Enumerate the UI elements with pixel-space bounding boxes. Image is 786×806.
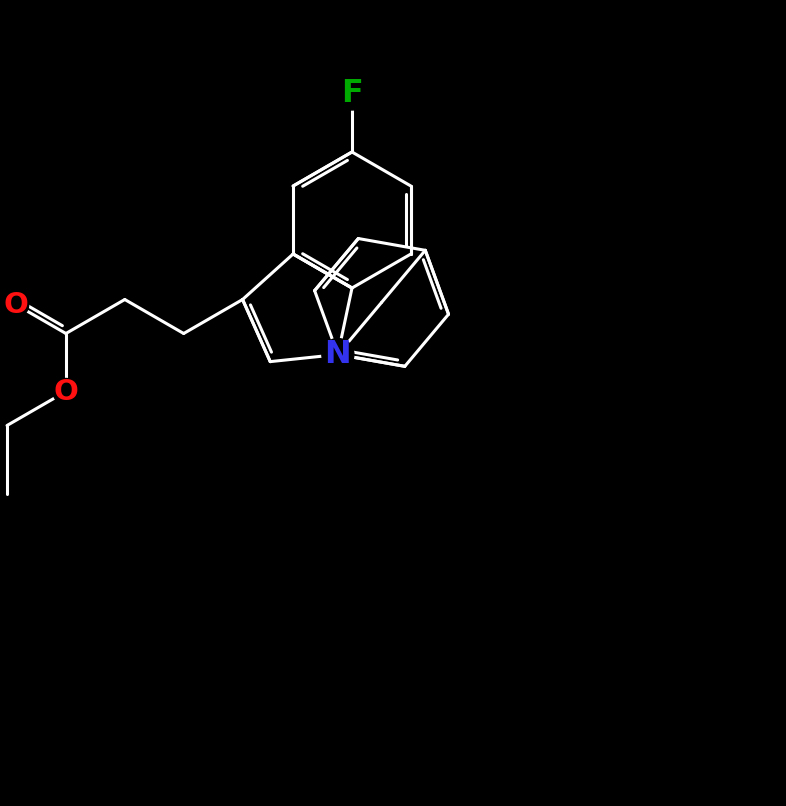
Circle shape <box>2 292 28 318</box>
Circle shape <box>53 379 79 405</box>
Text: N: N <box>325 339 351 370</box>
Circle shape <box>336 78 368 110</box>
Circle shape <box>321 339 354 371</box>
Text: O: O <box>53 377 79 405</box>
Text: O: O <box>3 290 28 318</box>
Text: F: F <box>341 78 363 110</box>
